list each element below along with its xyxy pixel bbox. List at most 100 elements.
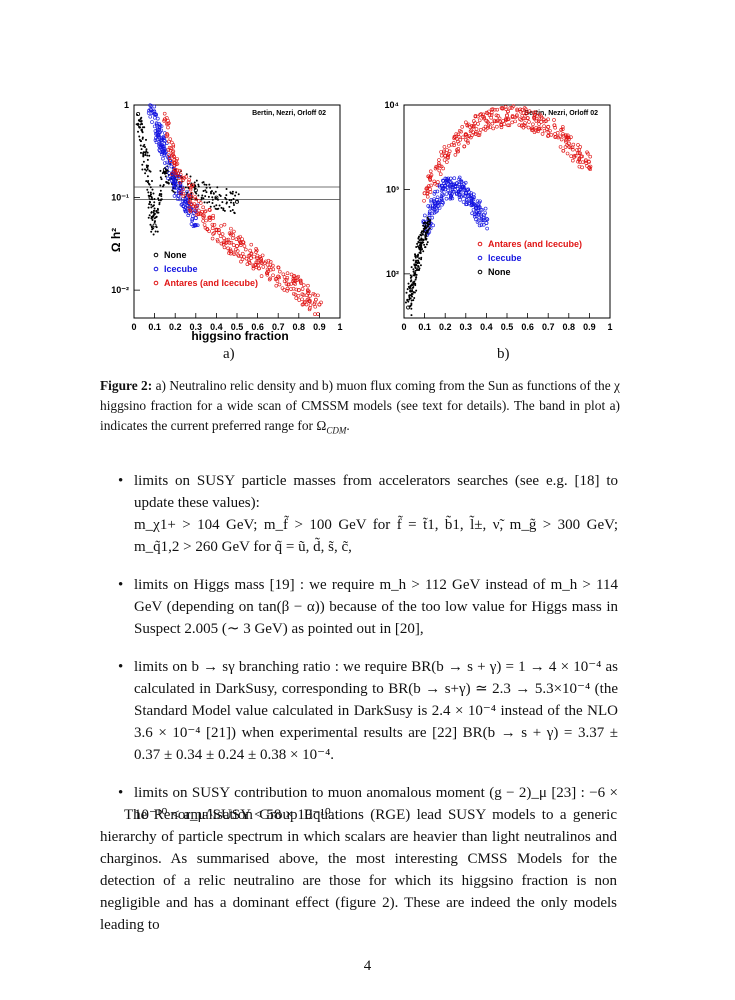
data-point — [463, 133, 468, 137]
data-point — [420, 230, 423, 233]
data-point — [187, 206, 192, 210]
data-point — [164, 122, 169, 126]
data-point — [284, 282, 289, 286]
data-point — [494, 113, 499, 118]
data-point — [485, 120, 490, 124]
data-point — [413, 297, 416, 300]
data-point — [531, 122, 535, 127]
data-point — [215, 204, 218, 207]
data-point — [577, 156, 582, 161]
sublabel-b: b) — [497, 346, 510, 362]
plot-b-credit: Bertin, Nezri, Orloff 02 — [524, 110, 598, 117]
data-point — [160, 193, 163, 196]
data-point — [156, 126, 160, 131]
data-point — [436, 201, 440, 206]
data-point — [222, 236, 226, 240]
data-point — [161, 185, 164, 188]
data-point — [472, 123, 476, 128]
plot-b-xticks: 0 0.1 0.2 0.3 0.4 0.5 0.6 0.7 0.8 0.9 1 — [401, 313, 613, 332]
data-point — [446, 185, 450, 190]
data-point — [212, 192, 215, 195]
data-point — [187, 178, 191, 182]
data-point — [464, 197, 469, 202]
data-point — [526, 125, 531, 130]
data-point — [248, 261, 252, 266]
data-point — [170, 150, 175, 154]
data-point — [143, 146, 146, 149]
data-point — [413, 272, 416, 275]
data-point — [159, 145, 164, 149]
data-point — [413, 280, 416, 283]
data-point — [232, 201, 235, 204]
data-point — [457, 175, 462, 180]
data-point — [558, 145, 563, 149]
data-point — [495, 107, 500, 112]
data-point — [406, 288, 409, 291]
data-point — [174, 158, 179, 163]
data-point — [139, 151, 142, 154]
data-point — [171, 143, 176, 147]
data-point — [521, 125, 526, 130]
plot-a-xlabel: higgsino fraction — [191, 329, 288, 343]
data-point — [576, 159, 580, 164]
data-point — [225, 202, 228, 205]
data-point — [172, 154, 176, 158]
data-point — [252, 254, 256, 259]
data-point — [212, 231, 217, 235]
data-point — [421, 241, 424, 244]
data-point — [470, 195, 475, 199]
data-point — [159, 169, 162, 172]
data-point — [561, 149, 566, 153]
data-point — [424, 246, 427, 249]
data-point — [208, 218, 212, 222]
data-point — [517, 123, 522, 127]
data-point — [483, 206, 488, 211]
data-point — [160, 150, 165, 155]
data-point — [193, 208, 197, 213]
data-point — [452, 136, 456, 141]
data-point — [167, 121, 171, 125]
data-point — [426, 230, 429, 233]
data-point — [196, 208, 201, 213]
data-point — [285, 276, 290, 280]
data-point — [458, 190, 463, 194]
data-point — [281, 272, 286, 277]
data-point — [210, 226, 215, 230]
data-point — [228, 205, 231, 208]
data-point — [444, 196, 449, 201]
data-point — [155, 226, 158, 229]
data-point — [152, 233, 155, 236]
data-point — [552, 118, 556, 122]
legend-label: Antares (and Icecube) — [164, 278, 258, 288]
data-point — [141, 126, 144, 129]
data-point — [165, 165, 169, 170]
data-point — [308, 306, 312, 310]
data-point — [426, 225, 429, 228]
legend-marker — [477, 241, 483, 247]
data-point — [457, 195, 462, 199]
x-tick-label: 1 — [607, 322, 612, 332]
data-point — [197, 194, 200, 197]
data-point — [232, 250, 236, 255]
data-point — [457, 182, 461, 187]
data-point — [546, 134, 550, 138]
data-point — [153, 198, 156, 201]
data-point — [136, 111, 141, 116]
x-tick-label: 0.1 — [418, 322, 431, 332]
data-point — [207, 229, 211, 234]
x-tick-label: 0 — [131, 322, 136, 332]
data-point — [264, 271, 269, 275]
data-point — [308, 299, 312, 304]
data-point — [466, 122, 471, 127]
data-point — [224, 196, 227, 199]
data-point — [474, 217, 478, 222]
data-point — [182, 176, 187, 180]
data-point — [169, 146, 173, 151]
data-point — [242, 255, 246, 259]
data-point — [300, 302, 305, 307]
data-point — [206, 201, 209, 204]
data-point — [254, 260, 259, 265]
data-point — [136, 113, 139, 116]
data-point — [414, 253, 417, 256]
data-point — [485, 126, 490, 130]
